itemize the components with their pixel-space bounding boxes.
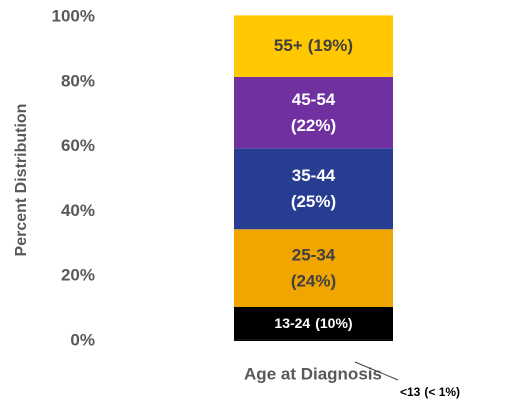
bar-segment (234, 229, 393, 307)
segment-label: 13-24 (10%) (274, 315, 352, 331)
y-tick-label: 80% (61, 71, 95, 90)
y-tick-label: 60% (61, 136, 95, 155)
segment-name: 25-34 (292, 246, 336, 265)
y-tick-label: 0% (70, 330, 95, 349)
y-tick-label: 20% (61, 266, 95, 285)
segment-name: <13 (400, 385, 421, 399)
y-axis-label: Percent Distribution (13, 104, 30, 257)
segment-value: (22%) (291, 116, 336, 135)
segment-value: (25%) (291, 192, 336, 211)
segment-value: (24%) (291, 272, 336, 291)
bar-segment (234, 76, 393, 149)
segment-value: (< 1%) (424, 385, 460, 399)
y-tick-label: 100% (52, 6, 95, 25)
segment-name: 13-24 (274, 315, 310, 331)
bar-segment (234, 15, 393, 77)
bar-segment (234, 339, 393, 341)
leader-line (354, 361, 399, 381)
segment-name: 45-54 (292, 90, 336, 109)
segment-value: (10%) (315, 315, 352, 331)
y-tick-label: 40% (61, 201, 95, 220)
segment-value: (19%) (308, 37, 353, 56)
segment-label: <13 (< 1%) (400, 385, 460, 399)
bar-segment (234, 148, 393, 230)
bar-segment (234, 306, 393, 340)
segment-name: 35-44 (292, 166, 336, 185)
segment-name: 55+ (274, 37, 303, 56)
x-tick-label: Age at Diagnosis (244, 364, 382, 383)
segment-label: 55+ (19%) (274, 37, 353, 56)
